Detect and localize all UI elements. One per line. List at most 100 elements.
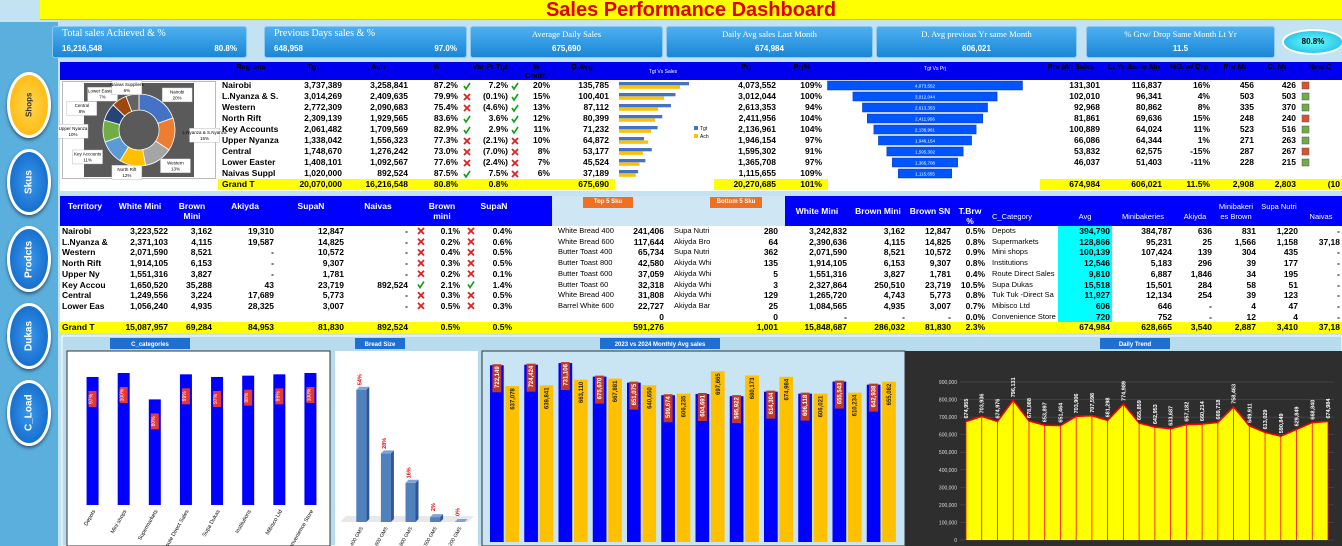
value-label-box	[492, 364, 502, 393]
kpi-card	[1086, 26, 1275, 58]
value-label-box	[800, 392, 810, 421]
table-cell: 284	[1197, 279, 1212, 290]
x-tick-label: Depots	[83, 509, 97, 527]
table-cell: -11%	[1190, 157, 1210, 167]
value-label-box	[526, 363, 536, 392]
total-cell: 81,830	[925, 322, 951, 333]
y-tick-label: 0	[954, 538, 957, 544]
column-header: Minibakeri es Brown	[1218, 202, 1254, 221]
table-cell: 1,709,569	[370, 124, 408, 134]
table-cell: Akiyda Bar	[674, 300, 711, 310]
value-label: 0%	[456, 508, 462, 516]
total-cell: 81,830	[318, 322, 344, 333]
nav-button-label[interactable]: C_Load	[23, 394, 35, 432]
value-label: 98%	[244, 392, 250, 403]
value-label: 649,911	[1247, 403, 1253, 423]
total-bg	[988, 322, 1342, 333]
table-cell: -	[902, 311, 905, 322]
table-cell: 0.7%	[965, 300, 985, 311]
table-cell: 1,092,567	[370, 157, 408, 167]
table-cell: 0.1%	[440, 226, 460, 236]
table-cell: 0.0%	[965, 311, 985, 322]
table-cell: 1%	[1197, 135, 1210, 145]
table-cell: Mibisco Ltd	[992, 300, 1030, 310]
table-cell: 7.2%	[488, 80, 508, 90]
value-label: 660,214	[1200, 400, 1206, 421]
value-label: 758,463	[1232, 384, 1238, 404]
kpi-label: Previous Days sales & %	[274, 28, 376, 39]
table-cell: 362	[763, 247, 778, 258]
nav-button[interactable]	[7, 72, 51, 138]
table-cell: 64	[768, 236, 778, 247]
bar	[211, 376, 224, 505]
table-cell: 62,575	[1136, 146, 1162, 156]
value-label: 674,955	[964, 399, 970, 419]
table-cell: 12,546	[1084, 258, 1110, 269]
column-header: %	[432, 62, 440, 71]
table-cell: 100%	[800, 91, 822, 101]
nav-button[interactable]	[7, 380, 51, 446]
value-label: 606,021	[819, 395, 825, 417]
value-label: 731,106	[563, 363, 569, 385]
table-cell: 45,524	[583, 157, 609, 167]
table-cell: 37,18	[1318, 236, 1340, 247]
table-cell: Key Accou	[62, 279, 106, 290]
bar	[242, 375, 255, 505]
table-cell: Key Accounts	[222, 124, 279, 134]
table-cell: 1,650,520	[130, 279, 168, 290]
table-cell: 80,862	[1136, 102, 1162, 112]
table-cell: 75.4%	[433, 102, 458, 112]
table-cell: 5,773	[322, 290, 344, 301]
table-cell: 20%	[532, 80, 550, 90]
nav-button-label[interactable]: Shops	[24, 92, 34, 118]
value-label-box	[150, 413, 159, 430]
kpi-badge-value: 80.8%	[1301, 37, 1325, 46]
nav-button[interactable]	[7, 149, 51, 215]
column-header: Ach	[370, 62, 386, 71]
table-cell: 1,158	[1276, 236, 1298, 247]
table-cell: -	[1337, 311, 1340, 322]
table-cell: White Bread 400	[558, 226, 614, 235]
nav-button-label[interactable]: Dukas	[23, 321, 35, 352]
nav-button[interactable]	[7, 303, 51, 369]
kpi-label: % Grw/ Drop Same Month Lt Yr	[1124, 29, 1237, 39]
table-cell: 0.3%	[492, 300, 512, 311]
table-cell: Akiyda Whi	[674, 258, 712, 268]
table-cell: 25	[768, 300, 778, 311]
column-header: SupaN	[297, 201, 325, 211]
table-cell: 13%	[532, 102, 550, 112]
table-cell: 4	[1293, 311, 1298, 322]
bar	[882, 381, 896, 542]
value-label: 674,984	[1326, 398, 1332, 419]
column-header: Brown SN	[909, 206, 951, 216]
bar	[798, 393, 812, 542]
column-header: Naivas	[1309, 212, 1333, 221]
column-header: New C	[1308, 62, 1332, 71]
table-cell: Nairobi	[62, 226, 92, 236]
table-cell: 10,572	[925, 247, 951, 258]
table-cell: 109%	[800, 80, 822, 90]
nav-button-label[interactable]: Skus	[23, 170, 35, 194]
table-cell: 1,595,302	[738, 146, 776, 156]
table-cell: 3,223,522	[130, 226, 168, 236]
table-cell: 96,341	[1136, 91, 1162, 101]
table-cell: 1,556,323	[370, 135, 408, 145]
nav-button[interactable]	[7, 226, 51, 292]
value-label: 642,938	[872, 385, 878, 407]
table-cell: 1,056,240	[130, 300, 168, 311]
table-cell: 254	[1197, 290, 1212, 301]
bar	[592, 376, 607, 542]
bar	[627, 382, 641, 542]
value-label: 99%	[182, 391, 188, 402]
nav-button-label[interactable]: Prodcts	[23, 240, 35, 278]
total-cell: 101%	[800, 179, 822, 189]
table-cell: North Rift	[222, 113, 262, 123]
table-cell: 53,832	[1074, 146, 1100, 156]
column-header: Tgt	[307, 62, 319, 71]
table-cell: 250,510	[874, 279, 905, 290]
table-cell: 2.9%	[488, 124, 508, 134]
table-cell: Butter Toast 400	[558, 247, 613, 257]
bar	[148, 399, 161, 505]
table-cell: -	[844, 311, 847, 322]
table-cell: 2,309,139	[304, 113, 342, 123]
